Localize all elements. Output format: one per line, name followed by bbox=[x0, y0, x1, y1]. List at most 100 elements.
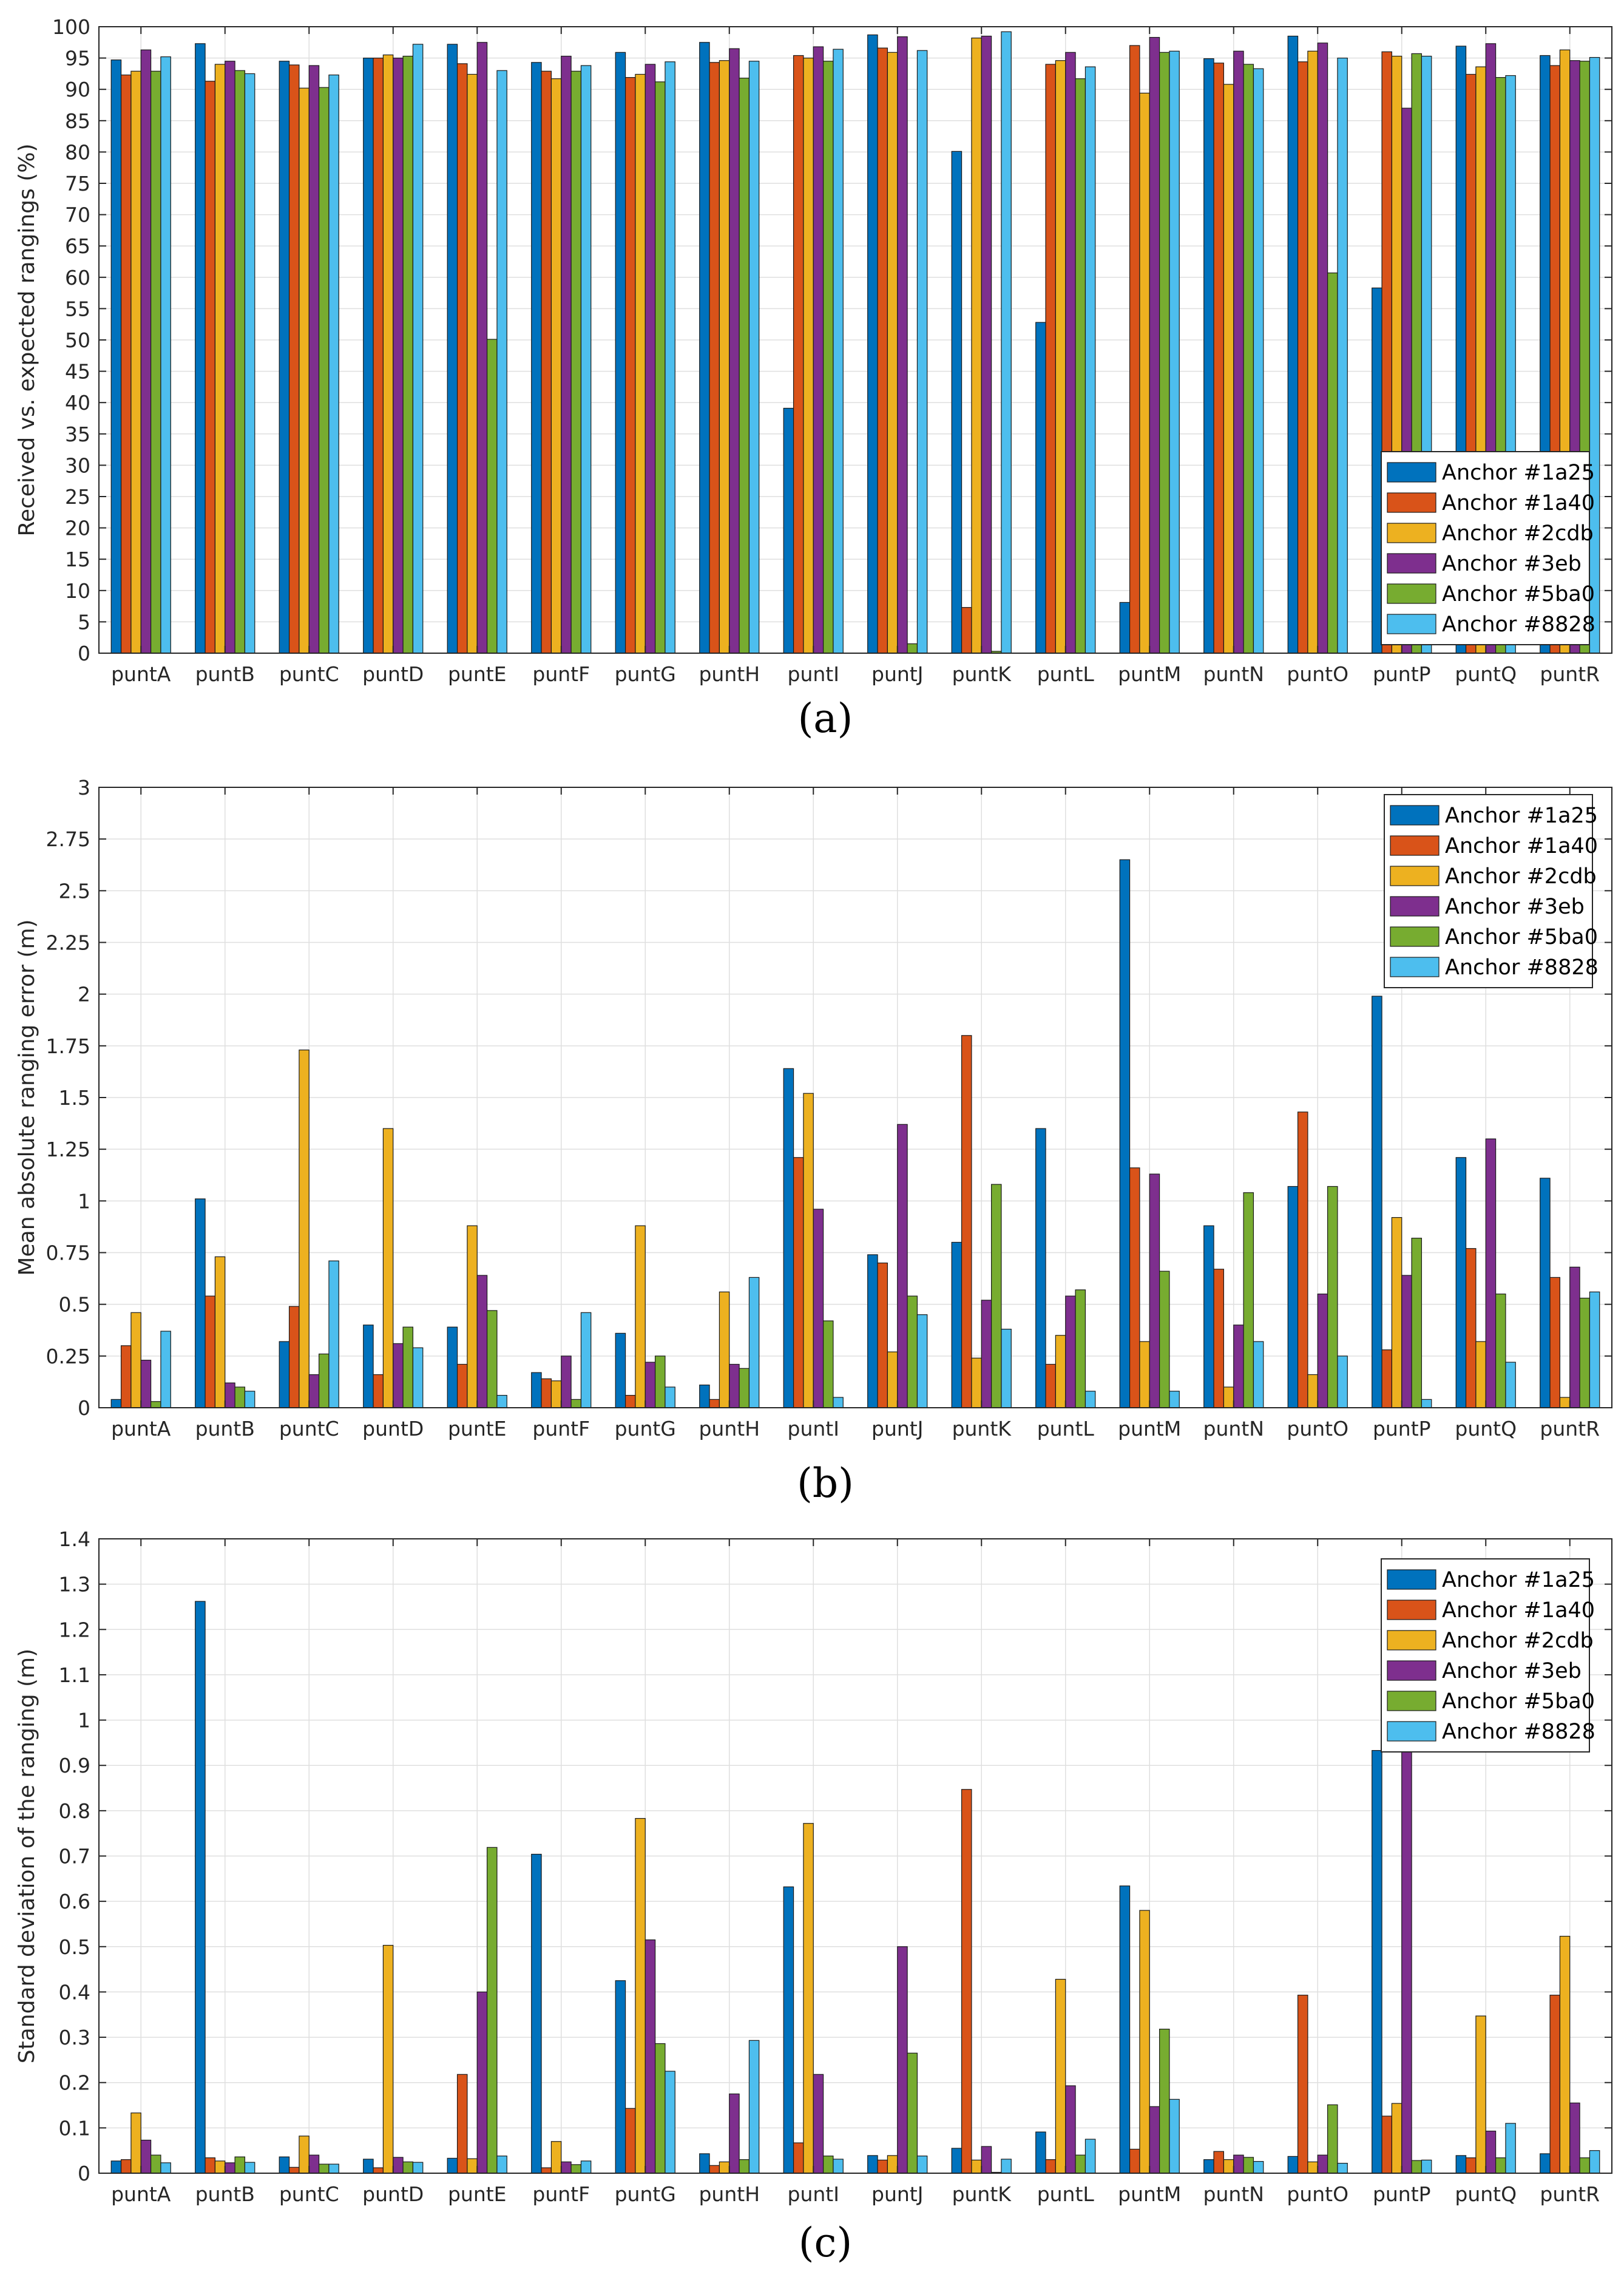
bar bbox=[205, 81, 215, 654]
bar bbox=[1317, 1294, 1328, 1408]
bar bbox=[699, 1384, 710, 1408]
x-tick-label: puntR bbox=[1540, 662, 1600, 686]
bar bbox=[1327, 1186, 1338, 1408]
y-tick-label: 50 bbox=[65, 328, 90, 352]
bar bbox=[833, 1397, 844, 1408]
legend-swatch bbox=[1387, 1569, 1436, 1590]
bar bbox=[1001, 2159, 1012, 2174]
x-tick-label: puntR bbox=[1540, 2182, 1600, 2206]
bar bbox=[1149, 1173, 1160, 1408]
x-tick-label: puntI bbox=[788, 1417, 839, 1441]
bar bbox=[382, 1944, 394, 2174]
bar bbox=[225, 2162, 235, 2174]
bar bbox=[813, 46, 824, 654]
y-tick-label: 0.6 bbox=[59, 1890, 90, 1913]
bar bbox=[580, 2160, 592, 2174]
bar bbox=[951, 151, 963, 654]
bar bbox=[1253, 1341, 1264, 1408]
bar bbox=[234, 2156, 246, 2174]
bar bbox=[570, 2164, 582, 2174]
x-tick-label: puntD bbox=[362, 1417, 424, 1441]
bar bbox=[699, 42, 710, 654]
bar bbox=[961, 607, 972, 654]
x-tick-label: puntG bbox=[615, 2182, 676, 2206]
bar bbox=[793, 2142, 804, 2174]
bar bbox=[1401, 1746, 1412, 2174]
bar bbox=[1035, 2131, 1046, 2174]
bar bbox=[160, 1331, 171, 1408]
bar bbox=[1465, 1248, 1477, 1408]
x-tick-label: puntG bbox=[615, 662, 676, 686]
bar bbox=[907, 1295, 918, 1408]
bar bbox=[897, 1124, 908, 1408]
bar bbox=[699, 2153, 710, 2174]
bar bbox=[1075, 1289, 1086, 1408]
y-tick-label: 80 bbox=[65, 140, 90, 164]
bar bbox=[140, 1360, 152, 1408]
y-tick-label: 70 bbox=[65, 203, 90, 227]
bar bbox=[1243, 1192, 1254, 1408]
bar bbox=[635, 1225, 646, 1408]
bar bbox=[456, 2074, 468, 2174]
bar bbox=[1549, 1277, 1561, 1408]
x-tick-label: puntE bbox=[448, 662, 507, 686]
bar bbox=[951, 1241, 963, 1408]
bar bbox=[719, 60, 730, 654]
legend-swatch bbox=[1387, 462, 1436, 483]
bar bbox=[1119, 602, 1131, 654]
bar bbox=[550, 2141, 562, 2174]
bar bbox=[1055, 1335, 1066, 1408]
series-4 bbox=[140, 1746, 1580, 2174]
bar bbox=[541, 70, 552, 654]
bar bbox=[803, 1093, 814, 1408]
bar bbox=[1213, 2151, 1225, 2174]
bar bbox=[456, 63, 468, 654]
bar bbox=[654, 81, 666, 654]
bar bbox=[1139, 92, 1150, 654]
bar bbox=[709, 62, 720, 654]
bar bbox=[1203, 1225, 1214, 1408]
bar bbox=[195, 1601, 206, 2174]
legend-entry: Anchor #2cdb bbox=[1445, 864, 1597, 889]
bar bbox=[971, 37, 982, 654]
bar bbox=[1579, 2157, 1591, 2174]
legend-swatch bbox=[1387, 1721, 1436, 1742]
bar bbox=[1035, 322, 1046, 654]
series-1 bbox=[110, 859, 1551, 1408]
bar bbox=[1287, 35, 1299, 654]
bar bbox=[1287, 2156, 1299, 2174]
x-tick-label: puntN bbox=[1203, 1417, 1264, 1441]
legend-entry: Anchor #5ba0 bbox=[1442, 1689, 1595, 1714]
bar bbox=[654, 2043, 666, 2174]
y-tick-label: 1.75 bbox=[46, 1034, 90, 1058]
y-tick-label: 0 bbox=[78, 1396, 90, 1420]
bar bbox=[1540, 2153, 1551, 2174]
bar bbox=[150, 2154, 161, 2174]
y-tick-label: 0.9 bbox=[59, 1754, 90, 1777]
bar bbox=[729, 2093, 740, 2174]
bar bbox=[1129, 2148, 1140, 2174]
bar bbox=[234, 1386, 246, 1408]
y-tick-label: 1.2 bbox=[59, 1618, 90, 1641]
bar bbox=[887, 52, 898, 654]
bar bbox=[244, 73, 255, 654]
bar bbox=[299, 2136, 310, 2174]
legend-swatch bbox=[1390, 835, 1440, 856]
x-tick-label: puntN bbox=[1203, 662, 1264, 686]
bar bbox=[476, 1991, 488, 2174]
bar bbox=[877, 2159, 888, 2174]
bar bbox=[110, 59, 122, 654]
y-tick-label: 0.4 bbox=[59, 1980, 90, 2004]
bar bbox=[447, 2157, 458, 2174]
bar bbox=[867, 2155, 878, 2174]
bar bbox=[1084, 2139, 1096, 2174]
bar bbox=[318, 2163, 330, 2174]
series-5 bbox=[150, 1847, 1591, 2174]
series-1 bbox=[110, 1601, 1551, 2174]
y-tick-label: 0 bbox=[78, 2162, 90, 2185]
bar bbox=[748, 2040, 760, 2174]
y-tick-label: 20 bbox=[65, 517, 90, 540]
bar bbox=[990, 1184, 1002, 1408]
bar bbox=[373, 57, 384, 654]
bar bbox=[561, 1356, 572, 1408]
